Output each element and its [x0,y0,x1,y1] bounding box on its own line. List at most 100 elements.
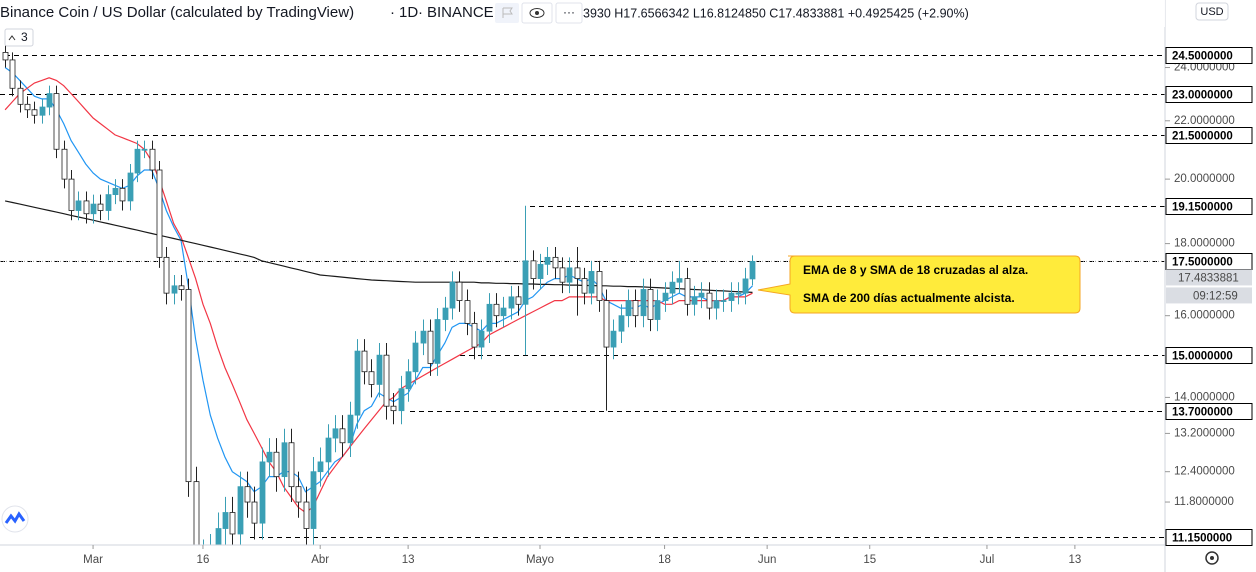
level-label: 17.5000000 [1172,257,1233,269]
candle-body [112,187,119,196]
candle-body [68,178,75,211]
x-tick-label: 16 [197,554,210,566]
flag-button[interactable] [495,3,519,23]
chevron-icon [8,35,16,41]
candle-body [229,512,236,535]
level-label-box [1165,529,1253,546]
y-tick-label: 18.0000000 [1174,238,1235,250]
candle-body [720,300,727,302]
candle-body [566,267,573,283]
candle-body [317,461,324,473]
settings-hub [1210,556,1214,560]
candle-body [251,501,258,524]
more-button[interactable] [555,2,583,24]
candle-body [127,172,134,202]
interval[interactable]: 1D [399,4,418,21]
logo-icon [4,511,26,524]
candle-body [632,300,639,317]
x-tick-label: 15 [863,554,876,566]
candle-body [281,442,288,478]
candle-body [383,354,390,407]
level-label: 19.1500000 [1172,202,1233,214]
x-tick-label: Abr [311,554,329,566]
candle-body [222,512,229,529]
eye-pupil [535,11,539,15]
candle-body [105,194,112,211]
candle-body [471,322,478,348]
candle-body [368,371,375,385]
candle-body [654,300,661,320]
candle-body [303,501,310,529]
moving-average [4,200,753,293]
candle-body [149,148,156,171]
candle-body [647,289,654,320]
candle-body [603,300,610,348]
candle-body [427,330,434,364]
candle-body [676,278,683,283]
currency-badge[interactable] [1195,2,1229,21]
exchange[interactable]: BINANCE [427,4,494,21]
candle-body [559,267,566,283]
level-label: 23.0000000 [1172,90,1233,102]
candle-body [259,461,266,524]
candle-body [581,278,588,294]
x-tick-label: 18 [658,554,671,566]
indicators-toggle[interactable] [4,28,34,47]
candle-body [449,281,456,309]
candle-body [669,281,676,294]
candle-body [735,292,742,295]
candle-body [456,281,463,301]
candle-body [728,292,735,301]
x-tick-label: 13 [1068,554,1081,566]
candle-body [75,200,82,211]
candle-body [361,350,368,373]
candle-body [354,350,361,416]
candle-body [574,267,581,279]
more-icon: ··· [563,5,575,19]
candle-body [171,285,178,294]
candle-body [420,330,427,344]
candle-body [53,93,60,150]
candle-body [141,148,148,151]
candle-body [193,481,200,545]
candle-body [464,300,471,324]
candle-body [610,330,617,348]
level-label: 15.0000000 [1172,351,1233,363]
y-tick-label: 11.8000000 [1174,496,1234,508]
settings-icon[interactable] [1205,551,1219,565]
candle-body [339,428,346,444]
candle-body [662,292,669,301]
candle-body [493,303,500,317]
candle-body [508,296,515,309]
candle-body [273,451,280,478]
moving-average [4,77,753,514]
candle-body [31,109,38,116]
annotation-callout[interactable] [757,255,1081,314]
candle-body [288,442,295,488]
candle-body [347,414,354,444]
candle-body [522,260,529,305]
candle-body [61,148,68,180]
candle-body [596,271,603,301]
currency: USD [1200,6,1223,18]
candle-body [478,330,485,348]
candle-body [412,342,419,373]
moving-average [4,67,753,493]
separator: · [390,4,395,21]
last-price-box [1166,269,1252,286]
level-label-box [1165,86,1253,103]
candle-body [17,87,24,105]
symbol-title[interactable]: Binance Coin / US Dollar (calculated by … [0,4,354,21]
y-tick-label: 14.0000000 [1174,391,1235,403]
candle-body [749,261,756,280]
candle-body [97,203,104,211]
level-label: 11.1500000 [1172,533,1232,545]
candle-body [698,292,705,298]
candle-body [185,289,192,483]
candle-body [515,296,522,305]
candle-body [134,148,141,174]
level-label: 13.7000000 [1172,407,1233,419]
candle-body [537,263,544,279]
x-tick-label: Mayo [526,554,554,566]
eye-icon [529,8,545,18]
